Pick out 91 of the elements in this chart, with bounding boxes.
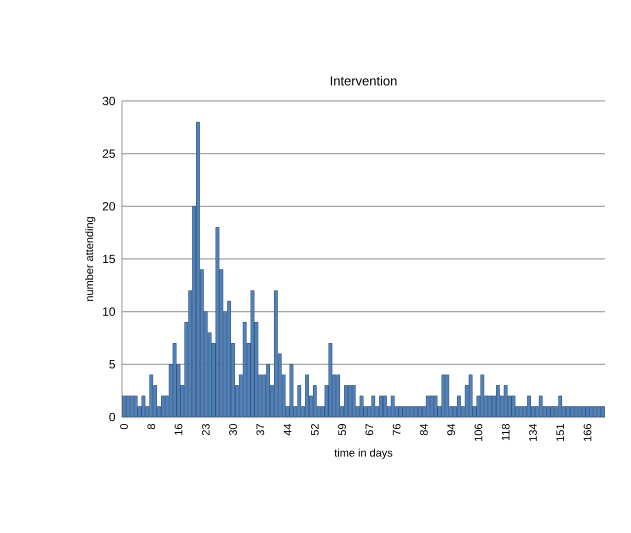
bar: [379, 396, 383, 418]
bar: [586, 406, 590, 418]
x-tick-label: 16: [174, 424, 182, 435]
bar: [566, 406, 570, 418]
x-axis-title: time in days: [334, 448, 392, 459]
x-tick-label: 37: [256, 424, 264, 436]
bar: [290, 364, 294, 418]
bar: [519, 406, 524, 418]
bar: [480, 374, 484, 418]
bar: [149, 374, 154, 418]
x-tick-label: 44: [284, 424, 292, 436]
bar: [266, 364, 270, 418]
bar: [216, 227, 220, 418]
bar: [426, 396, 430, 418]
bar: [496, 385, 500, 418]
x-tick-label: 59: [338, 424, 346, 436]
bar: [371, 396, 376, 418]
bar: [512, 396, 516, 418]
x-tick-label: 151: [556, 424, 564, 441]
y-tick-label: 20: [102, 202, 116, 211]
bar: [574, 406, 578, 418]
bar: [242, 322, 247, 418]
x-tick-label: 23: [202, 424, 210, 436]
bar: [305, 374, 309, 418]
bar: [582, 406, 586, 418]
bar: [578, 406, 582, 418]
bar: [348, 385, 352, 418]
bar: [558, 396, 562, 418]
bar: [344, 385, 348, 418]
bar: [402, 406, 406, 418]
x-tick-label: 94: [447, 424, 456, 436]
x-tick-label: 134: [529, 424, 537, 441]
bar: [441, 374, 446, 418]
y-tick-label: 5: [109, 360, 115, 368]
bar: [142, 396, 146, 418]
bar: [360, 396, 364, 418]
bar: [172, 343, 176, 418]
bar: [122, 396, 126, 418]
bar: [390, 396, 395, 418]
y-tick-label: 0: [109, 412, 116, 422]
bar: [414, 406, 418, 418]
x-tick-label: 0: [120, 424, 128, 430]
x-tick-label: 8: [147, 424, 156, 430]
bar: [398, 406, 402, 418]
bar: [538, 396, 543, 418]
y-tick-label: 30: [102, 96, 116, 106]
bar: [468, 374, 473, 418]
bar: [457, 396, 461, 418]
chart-title: Intervention: [330, 76, 396, 86]
bar: [297, 385, 302, 418]
bar: [570, 406, 574, 418]
bar: [126, 396, 130, 418]
y-axis-title: number attending: [85, 217, 96, 301]
x-tick-label: 30: [229, 424, 237, 436]
bar: [130, 396, 134, 418]
x-tick-label: 166: [584, 424, 592, 441]
bar: [546, 406, 550, 418]
x-tick-label: 52: [310, 424, 319, 436]
bar: [488, 396, 492, 418]
bar: [161, 396, 165, 418]
bar: [418, 406, 422, 418]
bar: [527, 396, 531, 418]
bar: [352, 385, 356, 418]
x-tick-label: 76: [392, 424, 400, 436]
bar: [274, 290, 278, 418]
bar: [430, 396, 434, 418]
x-tick-label: 118: [502, 424, 510, 440]
x-tick-label: 106: [474, 424, 482, 441]
bar: [250, 290, 254, 418]
bar: [383, 396, 387, 418]
bar: [406, 406, 410, 418]
bar: [434, 396, 438, 418]
bar: [601, 406, 605, 418]
y-tick-label: 10: [103, 307, 116, 316]
bar: [504, 385, 508, 418]
x-tick-label: 84: [420, 424, 428, 436]
bar: [312, 385, 317, 418]
bar: [134, 396, 138, 418]
y-tick-label: 25: [102, 149, 115, 158]
x-tick-label: 67: [365, 424, 374, 436]
bar: [227, 300, 232, 418]
bar: [196, 122, 200, 418]
bar: [593, 406, 598, 418]
bar: [410, 406, 414, 418]
bar: [597, 406, 602, 418]
bar: [589, 406, 594, 418]
bar: [328, 343, 332, 418]
bar: [445, 374, 450, 418]
bar: [550, 406, 554, 418]
bar: [336, 374, 340, 418]
y-tick-label: 15: [103, 254, 115, 264]
